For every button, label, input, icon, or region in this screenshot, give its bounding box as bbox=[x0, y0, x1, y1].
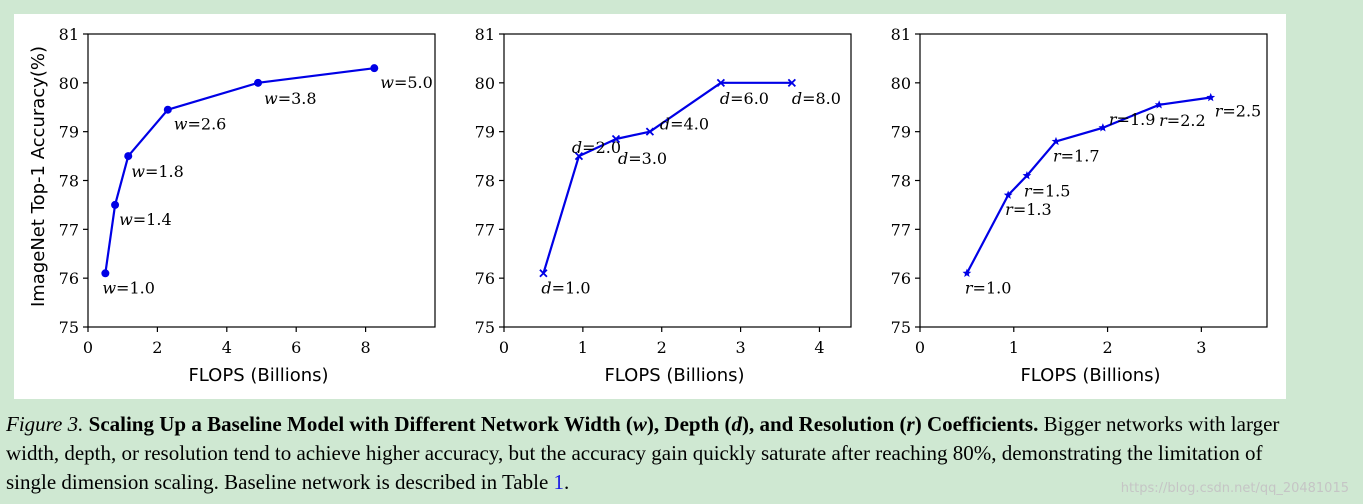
y-tick-label: 77 bbox=[475, 220, 495, 239]
data-label: w=5.0 bbox=[380, 73, 433, 92]
y-tick-label: 79 bbox=[891, 123, 911, 142]
data-point bbox=[1206, 92, 1216, 102]
subplot-3: 75 76 77 78 79 80 81 0 1 2 3 FLOPS (Billions) r=1.0 r… bbox=[891, 25, 1268, 386]
data-point bbox=[1051, 136, 1061, 146]
data-point bbox=[101, 269, 110, 278]
watermark: https://blog.csdn.net/qq_20481015 bbox=[1120, 481, 1349, 496]
data-point bbox=[539, 269, 548, 278]
x-tick-label: 4 bbox=[814, 338, 824, 357]
x-tick-label: 4 bbox=[222, 338, 232, 357]
x-axis-title: FLOPS (Billions) bbox=[1020, 365, 1160, 386]
data-point bbox=[574, 151, 584, 161]
data-label: w=1.0 bbox=[102, 278, 155, 297]
x-tick-label: 2 bbox=[657, 338, 667, 357]
caption-title: Scaling Up a Baseline Model with Differe… bbox=[88, 412, 1039, 436]
series-line bbox=[542, 81, 792, 274]
y-tick-label: 78 bbox=[59, 172, 79, 191]
y-tick-label: 78 bbox=[891, 172, 911, 191]
subplot-2: 75 76 77 78 79 80 81 0 1 2 3 4 FLOPS (Billions) d=1.0… bbox=[475, 25, 852, 386]
data-label: r=1.0 bbox=[965, 278, 1012, 297]
data-point bbox=[370, 64, 379, 73]
data-label: w=1.8 bbox=[131, 162, 184, 181]
data-point bbox=[716, 78, 726, 87]
data-label: w=2.6 bbox=[174, 115, 227, 134]
x-tick-label: 0 bbox=[83, 338, 93, 357]
x-tick-label: 1 bbox=[1009, 338, 1019, 357]
y-tick-label: 75 bbox=[59, 318, 79, 337]
data-label: d=3.0 bbox=[618, 149, 667, 168]
data-point bbox=[1154, 100, 1164, 109]
x-tick-label: 0 bbox=[915, 338, 925, 357]
data-point bbox=[1098, 123, 1108, 132]
data-point bbox=[645, 127, 655, 136]
y-axis-title: ImageNet Top-1 Accuracy(%) bbox=[28, 46, 49, 307]
data-label: r=2.2 bbox=[1159, 111, 1206, 130]
data-point bbox=[1003, 190, 1013, 199]
data-point bbox=[111, 200, 120, 209]
data-label: r=1.7 bbox=[1053, 146, 1100, 165]
y-tick-label: 80 bbox=[891, 74, 911, 93]
y-tick-label: 81 bbox=[891, 25, 911, 44]
x-tick-label: 3 bbox=[735, 338, 745, 357]
caption-body: Bigger networks with larger width, depth… bbox=[6, 412, 1280, 494]
y-tick-label: 80 bbox=[475, 74, 495, 93]
data-label: r=1.5 bbox=[1024, 182, 1071, 201]
data-label: r=1.9 bbox=[1109, 110, 1156, 129]
x-tick-label: 8 bbox=[361, 338, 371, 357]
y-tick-label: 79 bbox=[475, 123, 495, 142]
x-axis-title: FLOPS (Billions) bbox=[604, 365, 744, 386]
plot-card bbox=[14, 14, 1286, 399]
y-tick-label: 80 bbox=[59, 74, 79, 93]
data-point bbox=[254, 78, 263, 87]
data-point bbox=[124, 152, 133, 161]
data-point bbox=[787, 78, 796, 87]
x-axis-title: FLOPS (Billions) bbox=[188, 365, 328, 386]
table-reference-link[interactable]: 1 bbox=[553, 470, 565, 494]
y-tick-label: 79 bbox=[59, 123, 79, 142]
caption-figure-label: Figure 3. bbox=[6, 412, 84, 436]
data-label: w=1.4 bbox=[119, 210, 172, 229]
subplot-1: 75 76 77 78 79 80 81 0 2 4 6 8 FLOPS (Billions) Image… bbox=[28, 25, 436, 386]
data-label: d=6.0 bbox=[720, 89, 769, 108]
x-tick-label: 3 bbox=[1196, 338, 1206, 357]
y-tick-label: 75 bbox=[475, 318, 495, 337]
x-tick-label: 2 bbox=[1102, 338, 1112, 357]
x-tick-label: 6 bbox=[291, 338, 301, 357]
x-tick-label: 2 bbox=[152, 338, 162, 357]
series-line bbox=[104, 67, 375, 274]
data-point bbox=[163, 105, 172, 114]
y-tick-label: 81 bbox=[59, 25, 79, 44]
y-tick-label: 76 bbox=[891, 269, 911, 288]
data-point bbox=[1022, 171, 1032, 180]
data-label: r=1.3 bbox=[1005, 200, 1052, 219]
y-tick-label: 77 bbox=[59, 220, 79, 239]
data-label: d=1.0 bbox=[541, 278, 590, 297]
y-tick-label: 77 bbox=[891, 220, 911, 239]
y-tick-label: 76 bbox=[59, 269, 79, 288]
y-tick-label: 75 bbox=[891, 318, 911, 337]
data-label: d=4.0 bbox=[660, 115, 709, 134]
data-point bbox=[962, 268, 972, 277]
data-point bbox=[611, 134, 621, 144]
data-label: w=3.8 bbox=[264, 89, 317, 108]
y-tick-label: 76 bbox=[475, 269, 495, 288]
x-tick-label: 1 bbox=[578, 338, 588, 357]
y-tick-label: 78 bbox=[475, 172, 495, 191]
charts-svg: 75 76 77 78 79 80 81 0 2 4 6 8 FLOPS (Billions) Image… bbox=[28, 25, 1268, 386]
y-tick-label: 81 bbox=[475, 25, 495, 44]
figure-caption: Figure 3. Scaling Up a Baseline Model wi… bbox=[6, 412, 1280, 494]
x-tick-label: 0 bbox=[499, 338, 509, 357]
data-label: d=2.0 bbox=[572, 138, 621, 157]
data-label: d=8.0 bbox=[792, 89, 841, 108]
data-label: r=2.5 bbox=[1215, 101, 1262, 120]
